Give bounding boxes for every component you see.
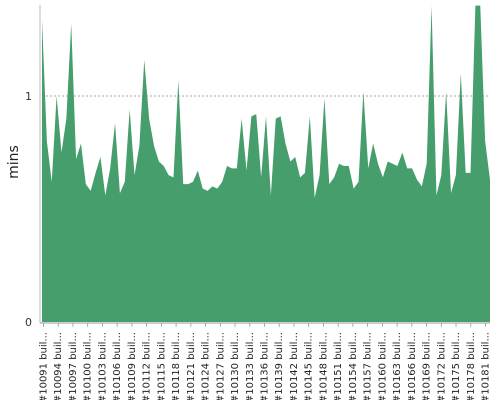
y-tick-label: 1 [25,90,32,103]
x-tick-label: #10157 buil... [363,332,374,400]
x-tick-label: #10139 buil... [274,332,285,400]
x-tick-label: #10127 buil... [215,332,226,400]
x-tick-label: #10130 buil... [230,332,241,400]
x-tick-label: #10163 buil... [392,332,403,400]
x-tick-label: #10148 buil... [318,332,329,400]
x-tick-label: #10112 buil... [142,332,153,400]
area-fill [42,5,490,322]
axes [39,5,490,324]
x-tick-label: #10169 buil... [422,332,433,400]
x-tick-label: #10106 buil... [112,332,123,400]
x-tick-label: #10097 buil... [68,332,79,400]
x-tick-label: #10094 buil... [53,332,64,400]
x-tick-label: #10109 buil... [127,332,138,400]
x-tick-label: #10118 buil... [171,332,182,400]
x-tick-label: #10145 buil... [304,332,315,400]
x-tick-label: #10103 buil... [97,332,108,400]
x-tick-label: #10142 buil... [289,332,300,400]
x-tick-label: #10154 buil... [348,332,359,400]
x-tick-labels: #10091 buil... #10094 buil... #10097 buil.… [39,323,492,400]
area-series [42,5,490,322]
x-tick-label: #10160 buil... [377,332,388,400]
x-tick-label: #10100 buil... [83,332,94,400]
x-tick-label: #10136 buil... [260,332,271,400]
x-tick-label: #10124 buil... [201,332,212,400]
y-tick-labels: 01 [25,90,32,329]
x-tick-label: #10166 buil... [407,332,418,400]
x-tick-label: #10121 buil... [186,332,197,400]
y-tick-label: 0 [25,316,32,329]
x-tick-label: #10115 buil... [156,332,167,400]
x-tick-label: #10091 buil... [39,332,50,400]
x-tick-label: #10133 buil... [245,332,256,400]
x-tick-label: #10151 buil... [333,332,344,400]
x-tick-label: #10181 buil... [481,332,492,400]
x-tick-label: #10178 buil... [466,332,477,400]
x-tick-label: #10175 buil... [451,332,462,400]
x-tick-label: #10172 buil... [436,332,447,400]
y-axis-label: mins [6,145,22,179]
